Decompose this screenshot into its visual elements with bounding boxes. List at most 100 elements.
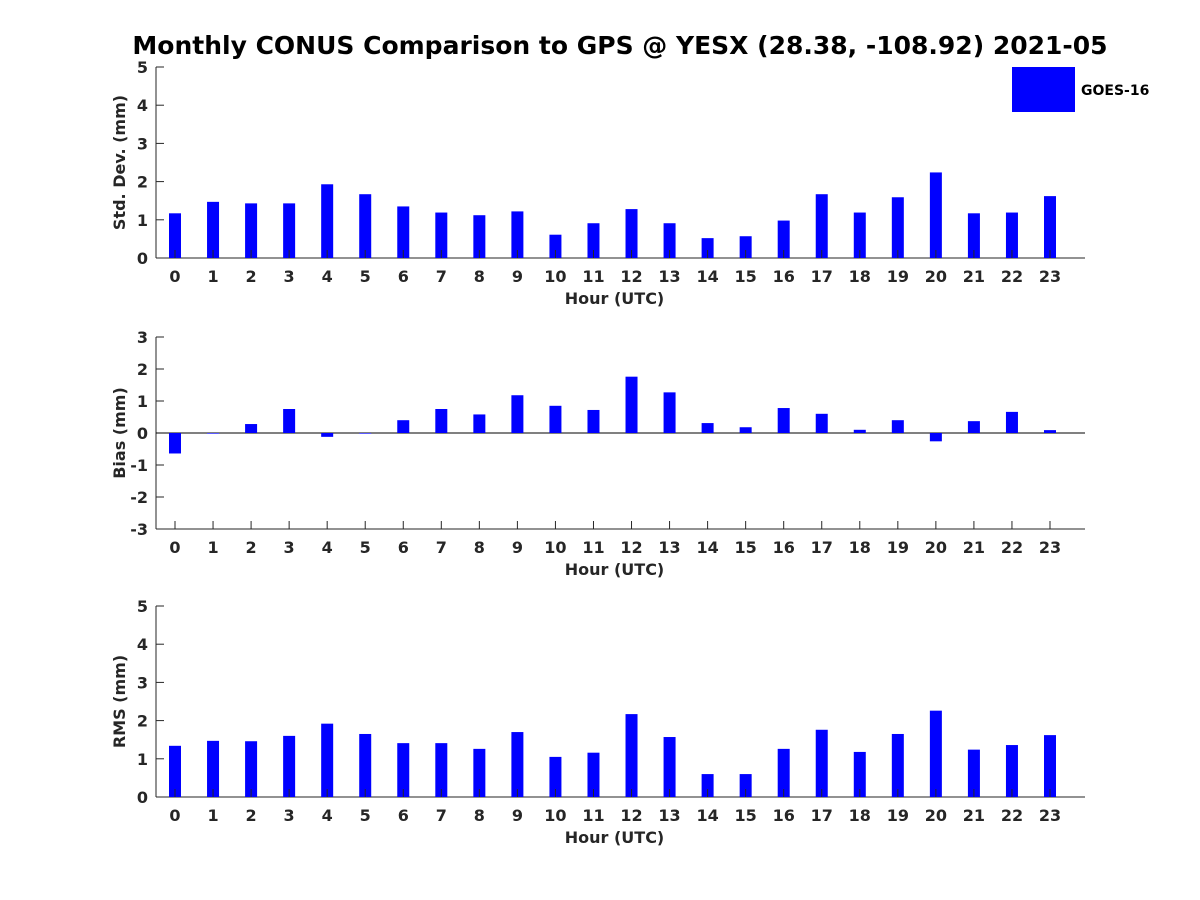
y-tick-label: -2 — [130, 488, 148, 507]
y-tick-label: 0 — [137, 788, 148, 807]
x-tick-label: 22 — [1001, 267, 1023, 286]
bar-hour-6 — [397, 420, 410, 433]
bar-hour-20 — [929, 710, 942, 797]
bar-hour-15 — [739, 236, 752, 258]
x-tick-label: 11 — [582, 806, 604, 825]
bar-hour-8 — [473, 748, 486, 797]
y-tick-label: 5 — [137, 597, 148, 616]
x-tick-label: 6 — [398, 806, 409, 825]
x-tick-label: 19 — [887, 806, 909, 825]
x-tick-label: 4 — [322, 806, 333, 825]
bar-hour-13 — [663, 737, 676, 797]
x-tick-label: 17 — [811, 806, 833, 825]
bar-hour-20 — [929, 433, 942, 442]
bar-hour-23 — [1044, 430, 1056, 433]
x-tick-label: 15 — [735, 538, 757, 557]
bar-hour-2 — [245, 203, 258, 258]
y-tick-label: 1 — [137, 392, 148, 411]
bar-hour-17 — [815, 413, 828, 433]
x-tick-label: 0 — [169, 267, 180, 286]
x-tick-label: 13 — [658, 538, 680, 557]
x-tick-label: 16 — [773, 538, 795, 557]
x-tick-label: 0 — [169, 538, 180, 557]
bar-hour-1 — [207, 201, 220, 258]
y-tick-label: -3 — [130, 520, 148, 539]
x-tick-label: 6 — [398, 538, 409, 557]
bar-hour-8 — [473, 215, 486, 258]
bar-hour-22 — [1005, 212, 1018, 258]
bar-hour-6 — [397, 743, 410, 797]
x-tick-label: 5 — [360, 267, 371, 286]
y-tick-label: 2 — [137, 712, 148, 731]
bar-hour-7 — [435, 212, 448, 258]
x-tick-label: 1 — [207, 538, 218, 557]
bar-hour-3 — [283, 203, 296, 258]
x-tick-label: 17 — [811, 538, 833, 557]
bar-hour-7 — [435, 409, 448, 433]
x-tick-label: 15 — [735, 267, 757, 286]
y-tick-label: 1 — [137, 750, 148, 769]
x-axis-label: Hour (UTC) — [565, 289, 665, 308]
x-tick-label: 14 — [696, 538, 718, 557]
x-tick-label: 2 — [246, 806, 257, 825]
x-tick-label: 19 — [887, 267, 909, 286]
x-axis-label: Hour (UTC) — [565, 560, 665, 579]
bar-hour-10 — [549, 405, 562, 433]
bar-hour-9 — [511, 732, 524, 797]
x-tick-label: 4 — [322, 267, 333, 286]
bar-hour-13 — [663, 392, 676, 433]
x-tick-label: 7 — [436, 806, 447, 825]
bar-hour-21 — [967, 213, 980, 258]
x-tick-label: 22 — [1001, 538, 1023, 557]
x-tick-label: 4 — [322, 538, 333, 557]
y-tick-label: 0 — [137, 249, 148, 268]
bar-hour-6 — [397, 206, 410, 258]
x-tick-label: 11 — [582, 267, 604, 286]
bar-hour-19 — [891, 197, 904, 258]
bar-hour-2 — [245, 741, 258, 797]
bar-hour-9 — [511, 211, 524, 258]
y-tick-label: 0 — [137, 424, 148, 443]
x-tick-label: 10 — [544, 538, 566, 557]
x-tick-label: 7 — [436, 267, 447, 286]
x-tick-label: 23 — [1039, 806, 1061, 825]
legend-label-goes-16: GOES-16 — [1081, 83, 1149, 99]
bar-hour-15 — [739, 427, 752, 433]
bar-hour-18 — [853, 751, 866, 797]
bar-hour-16 — [777, 748, 790, 797]
y-axis-label: RMS (mm) — [110, 655, 129, 748]
x-tick-label: 12 — [620, 267, 642, 286]
x-tick-label: 5 — [360, 806, 371, 825]
legend-swatch-goes-16 — [1012, 67, 1075, 112]
x-tick-label: 2 — [246, 267, 257, 286]
bar-hour-7 — [435, 743, 448, 797]
bar-hour-0 — [169, 745, 181, 797]
x-tick-label: 9 — [512, 538, 523, 557]
x-tick-label: 15 — [735, 806, 757, 825]
bar-hour-11 — [587, 752, 600, 797]
x-tick-label: 21 — [963, 538, 985, 557]
y-tick-label: 3 — [137, 134, 148, 153]
bar-hour-0 — [169, 433, 181, 454]
x-tick-label: 12 — [620, 806, 642, 825]
bar-hour-17 — [815, 729, 828, 797]
bar-hour-23 — [1044, 735, 1056, 797]
x-tick-label: 3 — [284, 806, 295, 825]
x-tick-label: 19 — [887, 538, 909, 557]
y-tick-label: 4 — [137, 96, 148, 115]
bar-hour-4 — [321, 433, 334, 437]
bar-hour-12 — [625, 714, 638, 797]
bar-hour-9 — [511, 395, 524, 433]
x-tick-label: 14 — [696, 267, 718, 286]
bar-hour-19 — [891, 733, 904, 797]
x-tick-label: 20 — [925, 538, 947, 557]
x-tick-label: 0 — [169, 806, 180, 825]
x-tick-label: 21 — [963, 267, 985, 286]
x-tick-label: 10 — [544, 267, 566, 286]
bar-hour-22 — [1005, 745, 1018, 797]
x-tick-label: 21 — [963, 806, 985, 825]
bar-hour-21 — [967, 749, 980, 797]
x-tick-label: 8 — [474, 538, 485, 557]
